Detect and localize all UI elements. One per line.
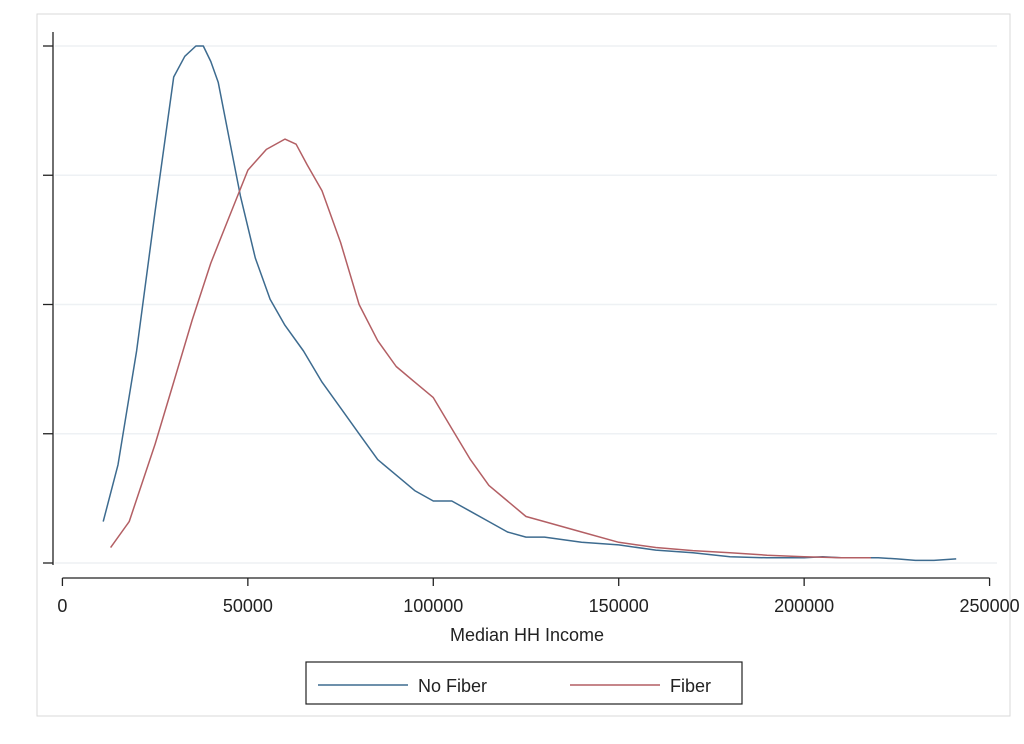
series-line-fiber [109, 138, 871, 559]
legend-label-no-fiber: No Fiber [418, 676, 487, 696]
legend: No Fiber Fiber [305, 661, 743, 705]
legend-box [305, 661, 743, 705]
x-tick-label-3: 150000 [589, 596, 649, 616]
axes: 0 50000 100000 150000 200000 250000 [43, 32, 1020, 616]
grid-lines [55, 45, 997, 564]
x-tick-label-0: 0 [57, 596, 67, 616]
x-tick-label-4: 200000 [774, 596, 834, 616]
legend-label-fiber: Fiber [670, 676, 711, 696]
series-lines [102, 45, 957, 562]
chart-frame [36, 13, 1011, 717]
x-tick-label-2: 100000 [403, 596, 463, 616]
x-axis-label: Median HH Income [450, 625, 604, 645]
x-tick-label-5: 250000 [960, 596, 1020, 616]
x-tick-label-1: 50000 [223, 596, 273, 616]
